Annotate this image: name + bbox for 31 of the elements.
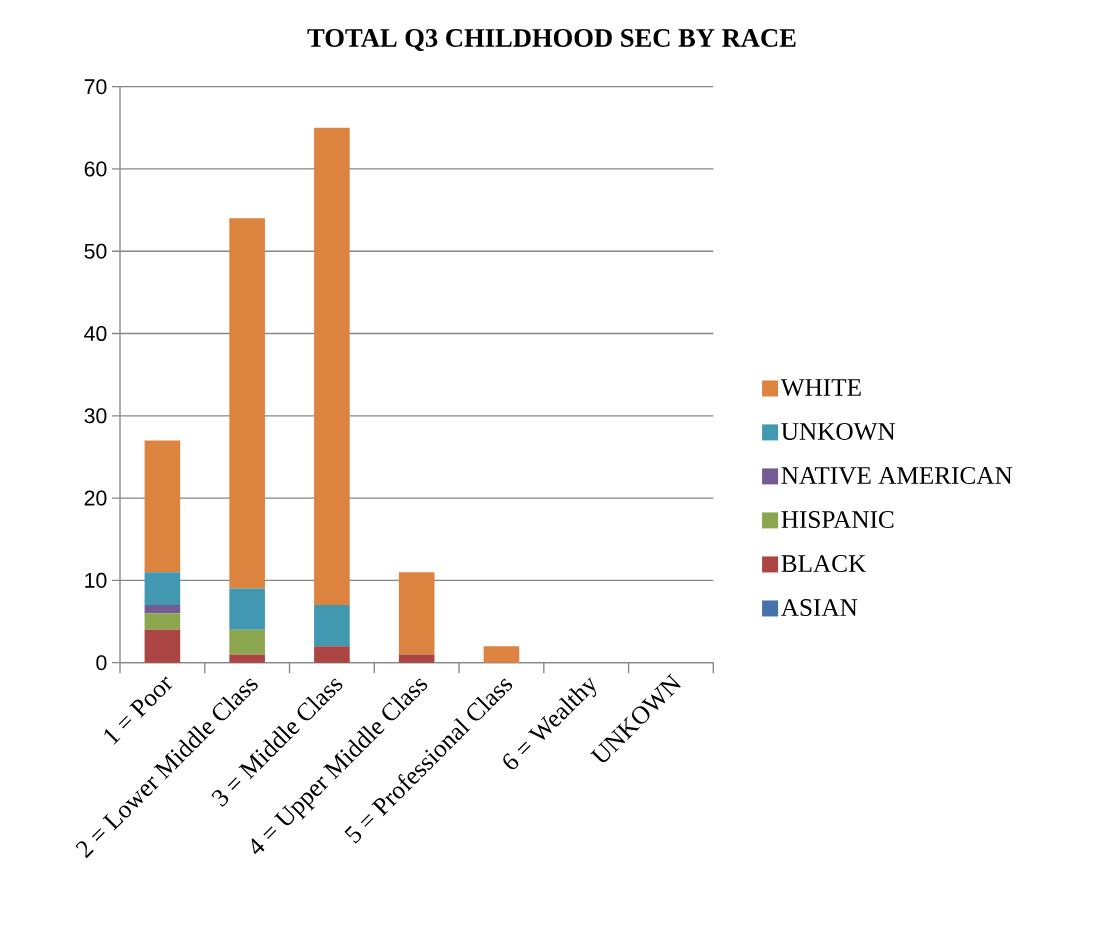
bar (483, 646, 520, 663)
bar (144, 629, 181, 663)
y-tick-label: 70 (84, 79, 107, 95)
y-tick-label: 10 (85, 572, 107, 588)
y-tick-label: 0 (96, 655, 107, 671)
bar (398, 572, 435, 655)
bar (229, 654, 265, 663)
bar (144, 613, 181, 630)
legend-label: WHITE (780, 379, 861, 397)
y-tick-label: 50 (84, 243, 107, 259)
chart-title: TOTAL Q3 CHILDHOOD SEC BY RACE (307, 29, 796, 51)
bar (144, 605, 181, 614)
legend-label: ASIAN (780, 599, 858, 617)
bar (229, 629, 265, 655)
bar (229, 218, 265, 589)
bar (314, 127, 350, 606)
y-tick-label: 40 (84, 326, 107, 342)
y-tick-label: 30 (84, 408, 107, 424)
bar (144, 572, 181, 606)
legend-label: NATIVE AMERICAN (781, 467, 1013, 485)
bar (314, 646, 350, 663)
y-tick-label: 20 (84, 490, 107, 506)
bar (314, 605, 350, 647)
bar (398, 654, 435, 663)
legend-label: HISPANIC (781, 511, 894, 529)
legend-label: UNKOWN (781, 423, 896, 441)
x-tick-label: 1 = Poor (104, 676, 173, 745)
bar (144, 440, 181, 573)
y-tick-label: 60 (84, 161, 107, 177)
bar (229, 588, 265, 630)
legend-label: BLACK (781, 555, 867, 573)
